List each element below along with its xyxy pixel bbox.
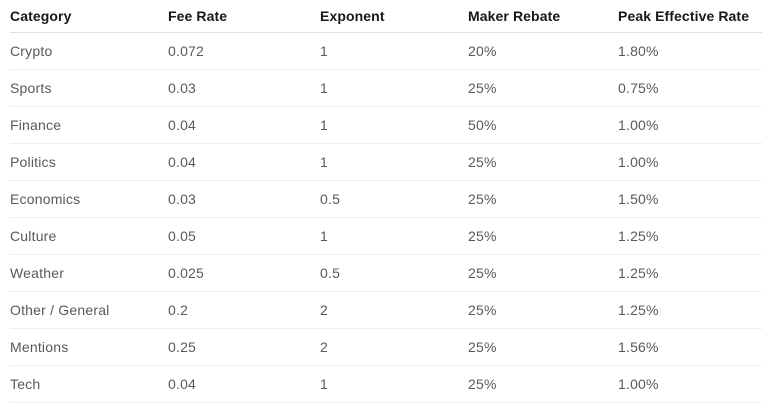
cell-category: Crypto	[10, 43, 53, 59]
cell-exponent: 1	[320, 154, 328, 170]
cell-peak-effective-rate: 1.25%	[618, 302, 659, 318]
cell-exponent: 1	[320, 376, 328, 392]
cell-fee-rate: 0.05	[168, 228, 197, 244]
table-row: Finance 0.04 1 50% 1.00%	[10, 107, 762, 144]
table-row: Tech 0.04 1 25% 1.00%	[10, 366, 762, 403]
table-row: Politics 0.04 1 25% 1.00%	[10, 144, 762, 181]
column-header-exponent: Exponent	[320, 8, 385, 24]
table-row: Sports 0.03 1 25% 0.75%	[10, 70, 762, 107]
cell-exponent: 0.5	[320, 191, 341, 207]
cell-peak-effective-rate: 1.50%	[618, 191, 659, 207]
cell-category: Culture	[10, 228, 57, 244]
cell-maker-rebate: 25%	[468, 339, 497, 355]
column-header-fee-rate: Fee Rate	[168, 8, 228, 24]
table-row: Culture 0.05 1 25% 1.25%	[10, 218, 762, 255]
cell-fee-rate: 0.03	[168, 191, 197, 207]
cell-exponent: 1	[320, 228, 328, 244]
cell-category: Weather	[10, 265, 65, 281]
cell-fee-rate: 0.25	[168, 339, 197, 355]
cell-peak-effective-rate: 0.75%	[618, 80, 659, 96]
table-row: Mentions 0.25 2 25% 1.56%	[10, 329, 762, 366]
cell-exponent: 0.5	[320, 265, 341, 281]
cell-peak-effective-rate: 1.00%	[618, 376, 659, 392]
cell-peak-effective-rate: 1.25%	[618, 228, 659, 244]
table-body: Crypto 0.072 1 20% 1.80% Sports 0.03 1 2…	[10, 33, 762, 403]
cell-maker-rebate: 25%	[468, 376, 497, 392]
cell-fee-rate: 0.04	[168, 154, 197, 170]
cell-exponent: 1	[320, 43, 328, 59]
table-row: Other / General 0.2 2 25% 1.25%	[10, 292, 762, 329]
cell-maker-rebate: 20%	[468, 43, 497, 59]
cell-category: Other / General	[10, 302, 110, 318]
table-row: Crypto 0.072 1 20% 1.80%	[10, 33, 762, 70]
cell-category: Economics	[10, 191, 81, 207]
cell-exponent: 2	[320, 339, 328, 355]
cell-maker-rebate: 50%	[468, 117, 497, 133]
cell-maker-rebate: 25%	[468, 228, 497, 244]
cell-maker-rebate: 25%	[468, 265, 497, 281]
cell-peak-effective-rate: 1.00%	[618, 117, 659, 133]
cell-maker-rebate: 25%	[468, 191, 497, 207]
column-header-category: Category	[10, 8, 72, 24]
cell-peak-effective-rate: 1.80%	[618, 43, 659, 59]
column-header-peak-effective-rate: Peak Effective Rate	[618, 8, 750, 24]
cell-category: Tech	[10, 376, 41, 392]
table-row: Weather 0.025 0.5 25% 1.25%	[10, 255, 762, 292]
cell-category: Politics	[10, 154, 56, 170]
cell-category: Sports	[10, 80, 52, 96]
cell-maker-rebate: 25%	[468, 154, 497, 170]
cell-peak-effective-rate: 1.56%	[618, 339, 659, 355]
cell-maker-rebate: 25%	[468, 302, 497, 318]
cell-maker-rebate: 25%	[468, 80, 497, 96]
cell-fee-rate: 0.04	[168, 376, 197, 392]
table-header-row: Category Fee Rate Exponent Maker Rebate …	[10, 0, 762, 33]
cell-fee-rate: 0.04	[168, 117, 197, 133]
cell-peak-effective-rate: 1.00%	[618, 154, 659, 170]
cell-exponent: 1	[320, 117, 328, 133]
cell-peak-effective-rate: 1.25%	[618, 265, 659, 281]
cell-category: Finance	[10, 117, 62, 133]
cell-fee-rate: 0.072	[168, 43, 205, 59]
cell-fee-rate: 0.03	[168, 80, 197, 96]
cell-exponent: 2	[320, 302, 328, 318]
cell-fee-rate: 0.2	[168, 302, 189, 318]
cell-category: Mentions	[10, 339, 69, 355]
cell-exponent: 1	[320, 80, 328, 96]
column-header-maker-rebate: Maker Rebate	[468, 8, 561, 24]
cell-fee-rate: 0.025	[168, 265, 205, 281]
table-row: Economics 0.03 0.5 25% 1.50%	[10, 181, 762, 218]
